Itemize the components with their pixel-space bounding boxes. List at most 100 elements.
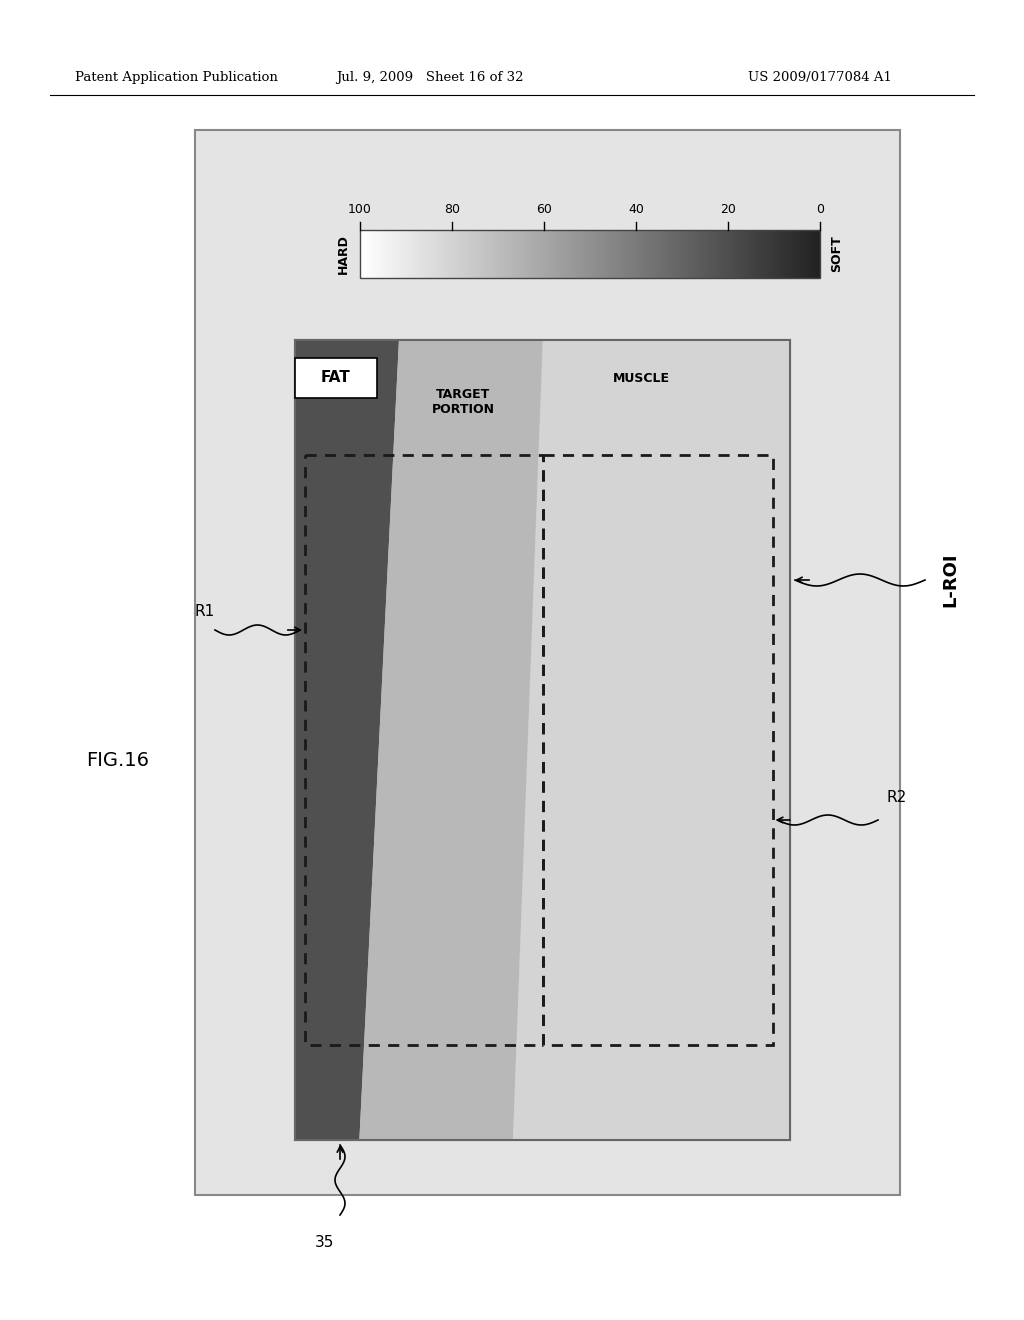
Bar	[722, 230, 724, 279]
Bar	[527, 230, 529, 279]
Bar	[498, 230, 501, 279]
Bar	[708, 230, 711, 279]
Bar	[581, 230, 584, 279]
Bar	[644, 230, 646, 279]
Bar	[783, 230, 785, 279]
Bar	[295, 341, 790, 1140]
Bar	[436, 230, 439, 279]
Text: Jul. 9, 2009   Sheet 16 of 32: Jul. 9, 2009 Sheet 16 of 32	[336, 71, 523, 84]
Bar	[675, 230, 677, 279]
Bar	[360, 230, 820, 279]
Bar	[389, 230, 391, 279]
Bar	[479, 230, 482, 279]
Bar	[719, 230, 721, 279]
Bar	[367, 230, 369, 279]
Bar	[629, 230, 631, 279]
Bar	[757, 230, 760, 279]
Bar	[482, 230, 485, 279]
Bar	[386, 230, 388, 279]
Bar	[654, 230, 657, 279]
Bar	[365, 230, 368, 279]
Bar	[433, 230, 436, 279]
Bar	[660, 230, 664, 279]
Bar	[604, 230, 606, 279]
Bar	[765, 230, 767, 279]
Bar	[481, 230, 483, 279]
Bar	[586, 230, 588, 279]
Bar	[442, 230, 445, 279]
Bar	[787, 230, 791, 279]
Bar	[385, 230, 387, 279]
Bar	[373, 230, 375, 279]
Bar	[744, 230, 748, 279]
Bar	[754, 230, 757, 279]
Bar	[756, 230, 758, 279]
Bar	[439, 230, 442, 279]
Bar	[607, 230, 609, 279]
Bar	[589, 230, 591, 279]
Bar	[766, 230, 769, 279]
Bar	[659, 230, 662, 279]
Bar	[636, 230, 639, 279]
Bar	[605, 230, 608, 279]
Bar	[723, 230, 726, 279]
Bar	[664, 230, 667, 279]
Text: SOFT: SOFT	[830, 236, 843, 272]
Bar	[415, 230, 418, 279]
Bar	[544, 230, 547, 279]
Bar	[701, 230, 705, 279]
Bar	[424, 230, 427, 279]
Bar	[495, 230, 498, 279]
Bar	[455, 230, 458, 279]
Bar	[509, 230, 511, 279]
Bar	[741, 230, 744, 279]
Bar	[595, 230, 597, 279]
Bar	[454, 230, 456, 279]
Bar	[700, 230, 702, 279]
Bar	[484, 230, 486, 279]
Bar	[570, 230, 572, 279]
Bar	[817, 230, 819, 279]
Bar	[565, 230, 568, 279]
Bar	[676, 230, 678, 279]
Bar	[404, 230, 407, 279]
Text: FIG.16: FIG.16	[86, 751, 150, 770]
Bar	[797, 230, 800, 279]
Bar	[705, 230, 708, 279]
Bar	[435, 230, 437, 279]
Bar	[743, 230, 745, 279]
Bar	[635, 230, 637, 279]
Bar	[601, 230, 603, 279]
Bar	[418, 230, 421, 279]
Bar	[360, 230, 362, 279]
Bar	[504, 230, 507, 279]
Bar	[633, 230, 636, 279]
Bar	[447, 230, 450, 279]
Bar	[401, 230, 403, 279]
Bar	[786, 230, 788, 279]
Bar	[799, 230, 801, 279]
Bar	[540, 230, 542, 279]
Bar	[568, 230, 571, 279]
Bar	[426, 230, 428, 279]
Bar	[815, 230, 818, 279]
Bar	[806, 230, 809, 279]
Bar	[510, 230, 513, 279]
Text: FAT: FAT	[322, 371, 351, 385]
Bar	[513, 230, 516, 279]
Bar	[571, 230, 574, 279]
Bar	[763, 230, 766, 279]
Bar	[537, 230, 539, 279]
Bar	[621, 230, 624, 279]
Bar	[684, 230, 686, 279]
Bar	[650, 230, 652, 279]
Bar	[525, 230, 528, 279]
Bar	[774, 230, 776, 279]
Bar	[528, 230, 531, 279]
Bar	[512, 230, 514, 279]
Bar	[616, 230, 618, 279]
Bar	[457, 230, 459, 279]
Bar	[793, 230, 795, 279]
Bar	[735, 230, 738, 279]
Bar	[685, 230, 687, 279]
